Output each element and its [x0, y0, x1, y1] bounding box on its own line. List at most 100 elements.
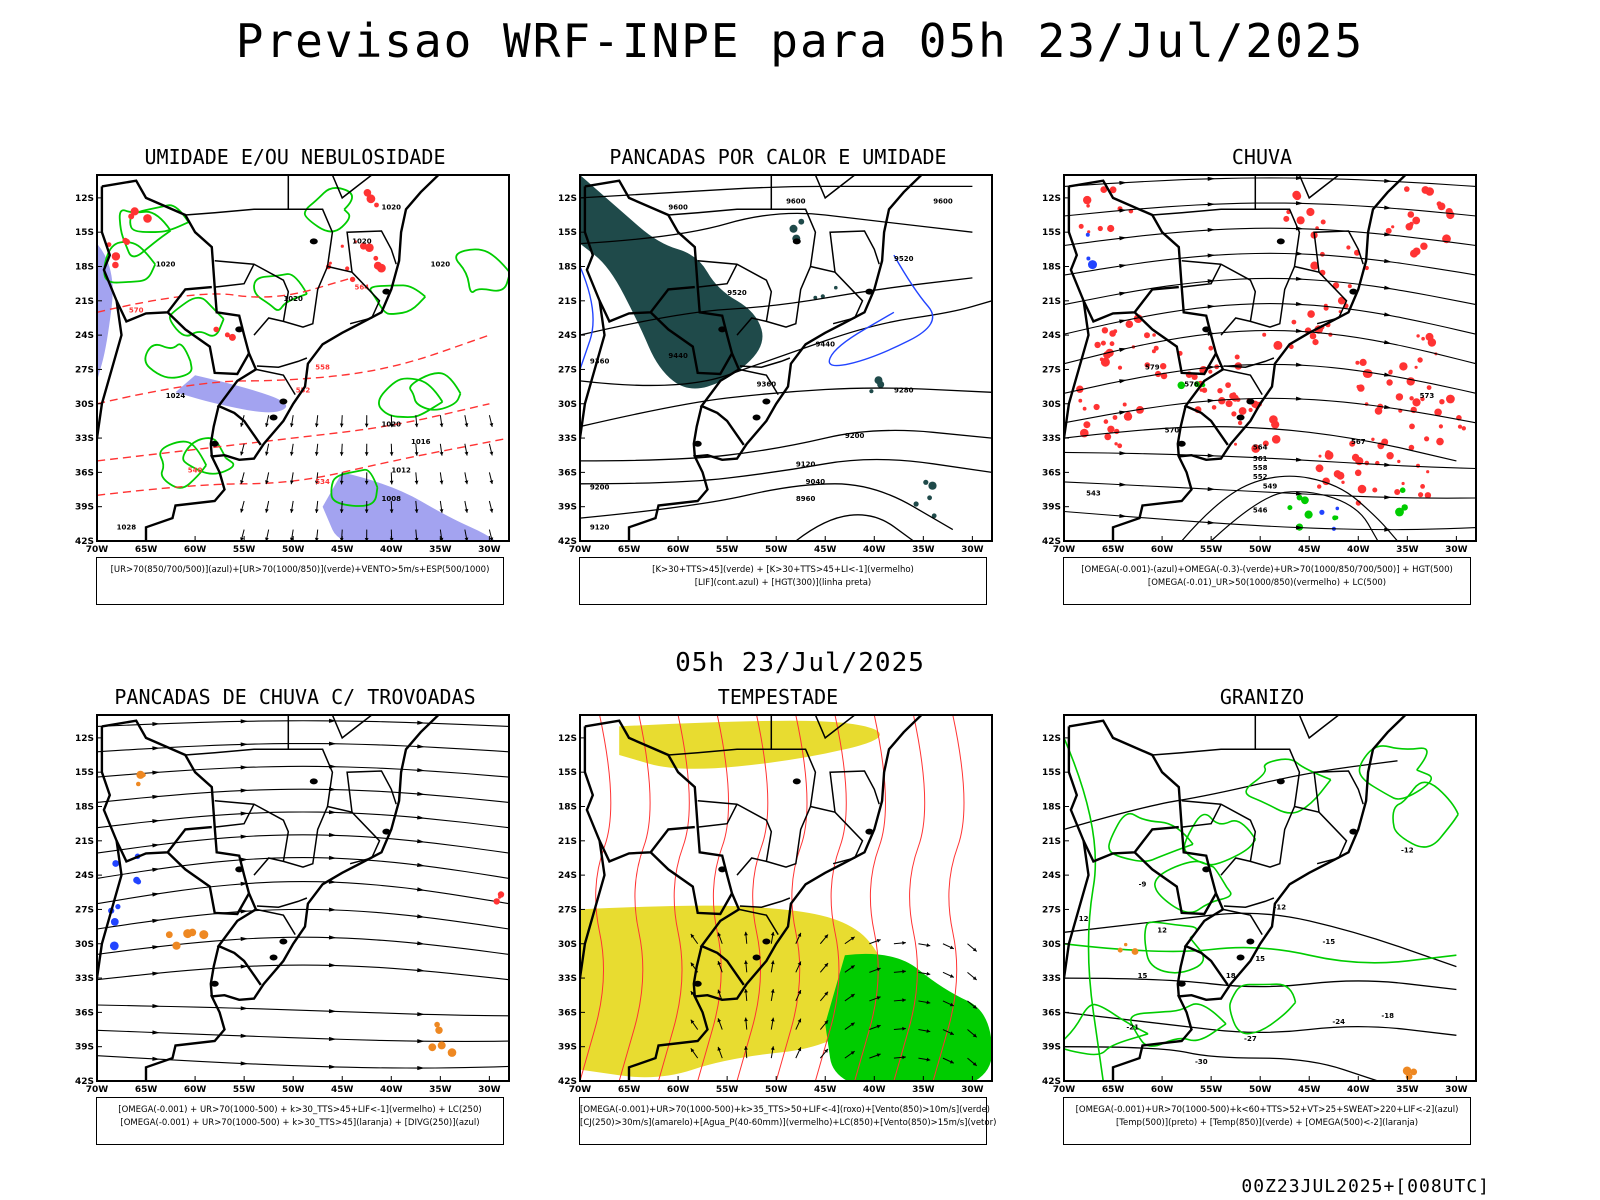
legend-line: [K>30+TTS>45](verde) + [K>30+TTS>45+LI<-…: [652, 565, 914, 575]
lake-shape: [1177, 440, 1186, 447]
streamline-arrow: [417, 968, 425, 973]
rain-area-cell: [1151, 349, 1156, 354]
lon-tick-label: 30W: [961, 545, 984, 555]
wind-vector-head: [744, 931, 748, 936]
wind-vector-head: [464, 451, 469, 456]
wind-vector-head: [949, 1031, 954, 1035]
wind-vector-head: [414, 452, 419, 456]
wind-vector-head: [439, 423, 444, 428]
streamline-arrow: [240, 909, 249, 914]
state-border: [1152, 748, 1256, 756]
rain-area-cell: [1412, 216, 1421, 225]
country-border: [1067, 186, 1179, 323]
omega-area-cell: [1301, 496, 1309, 505]
lake-shape: [792, 778, 801, 785]
omega-area-cell: [1399, 487, 1406, 494]
panel-title: TEMPESTADE: [717, 685, 839, 709]
wind-vector-head: [797, 1018, 802, 1023]
lake-shape: [762, 938, 771, 945]
streamline-arrow: [1295, 175, 1304, 181]
state-border: [738, 908, 779, 935]
rain-area-cell: [1439, 399, 1445, 405]
rain-area-cell: [1349, 440, 1356, 447]
rain-area-cell: [1412, 398, 1421, 407]
rain-area-cell: [1425, 332, 1434, 341]
lat-tick-label: 36S: [1042, 468, 1061, 478]
country-border: [649, 851, 734, 916]
rain-area-cell: [1372, 487, 1378, 493]
height-label: 9360: [757, 381, 777, 389]
red-cells-cell: [340, 244, 344, 248]
lat-tick-label: 33S: [558, 974, 577, 984]
rain-area-cell: [1446, 394, 1455, 404]
state-border: [346, 770, 397, 813]
streamline-arrow: [152, 1004, 160, 1009]
streamline-arrow: [1295, 396, 1304, 401]
omega-weak-area-cell: [1085, 232, 1090, 237]
streamline-arrow: [152, 1056, 160, 1061]
lat-tick-label: 27S: [1042, 365, 1061, 375]
lon-tick-label: 40W: [863, 1085, 886, 1095]
lon-tick-label: 45W: [1298, 1085, 1321, 1095]
wind-vector-head: [949, 974, 954, 978]
height-label: 576: [1184, 381, 1199, 389]
lat-tick-label: 24S: [1042, 871, 1061, 881]
lat-tick-label: 15S: [1042, 768, 1061, 778]
rain-area-cell: [1208, 369, 1213, 374]
pressure-label: 1008: [382, 495, 402, 503]
lon-tick-label: 55W: [1200, 1085, 1223, 1095]
lon-tick-label: 35W: [1396, 545, 1419, 555]
wind-vector-head: [902, 1055, 906, 1060]
lat-tick-label: 42S: [1042, 537, 1061, 547]
rain-area-cell: [1310, 261, 1319, 270]
rain-area-cell: [1409, 423, 1415, 430]
humidity-contour: [369, 284, 426, 315]
rain-area-cell: [1104, 433, 1112, 441]
panel-title: PANCADAS POR CALOR E UMIDADE: [609, 145, 947, 169]
lon-tick-label: 70W: [86, 1085, 109, 1095]
wind-vector-head: [690, 962, 695, 967]
wind-vector-head: [850, 1051, 855, 1055]
map-layers: 9600 9600 9600 9520 9520 9440 9440 9360 9360 9280…: [580, 175, 992, 541]
lake-shape: [762, 398, 771, 405]
streamline-arrow: [1119, 513, 1127, 518]
streamline: [97, 908, 509, 930]
state-border: [1220, 715, 1301, 876]
rain-area-cell: [1420, 484, 1425, 489]
temp850-contour: [1144, 921, 1205, 974]
state-border: [697, 260, 773, 322]
pressure-label: 1020: [156, 261, 176, 269]
rain-area-cell: [1231, 411, 1237, 417]
red-cells: [106, 189, 386, 341]
streamline: [97, 881, 509, 905]
lat-tick-label: 39S: [1042, 1043, 1061, 1053]
streamline-arrow: [1207, 398, 1216, 403]
omega-weak-area: [1085, 232, 1340, 531]
red-cells-cell: [111, 252, 121, 261]
streamline-arrow: [1207, 279, 1216, 284]
temp850-contour: [1064, 737, 1104, 1081]
lon-tick-label: 30W: [478, 545, 501, 555]
humidity-contour: [169, 296, 225, 337]
lat-tick-label: 15S: [558, 228, 577, 238]
country-border: [1176, 405, 1187, 457]
lat-tick-label: 36S: [75, 468, 94, 478]
streamline-arrow: [417, 815, 425, 820]
lat-tick-label: 18S: [558, 263, 577, 273]
lat-tick-label: 36S: [1042, 1008, 1061, 1018]
streamline-arrow: [1295, 276, 1304, 281]
lake-shape: [382, 288, 391, 295]
height-label: 546: [1253, 506, 1268, 514]
state-border: [185, 748, 289, 756]
convection-cells-cell: [928, 481, 937, 490]
storm-area-cell: [435, 1026, 443, 1034]
red-cells-cell: [365, 243, 374, 252]
state-border: [814, 715, 858, 740]
rain-area-cell: [1426, 385, 1432, 390]
panel-title: PANCADAS DE CHUVA C/ TROVOADAS: [114, 685, 476, 709]
lon-tick-label: 40W: [863, 545, 886, 555]
storm-area: [136, 770, 457, 1057]
lat-tick-label: 39S: [75, 1043, 94, 1053]
state-border: [1152, 208, 1256, 216]
lc-contour: [1064, 425, 1457, 462]
